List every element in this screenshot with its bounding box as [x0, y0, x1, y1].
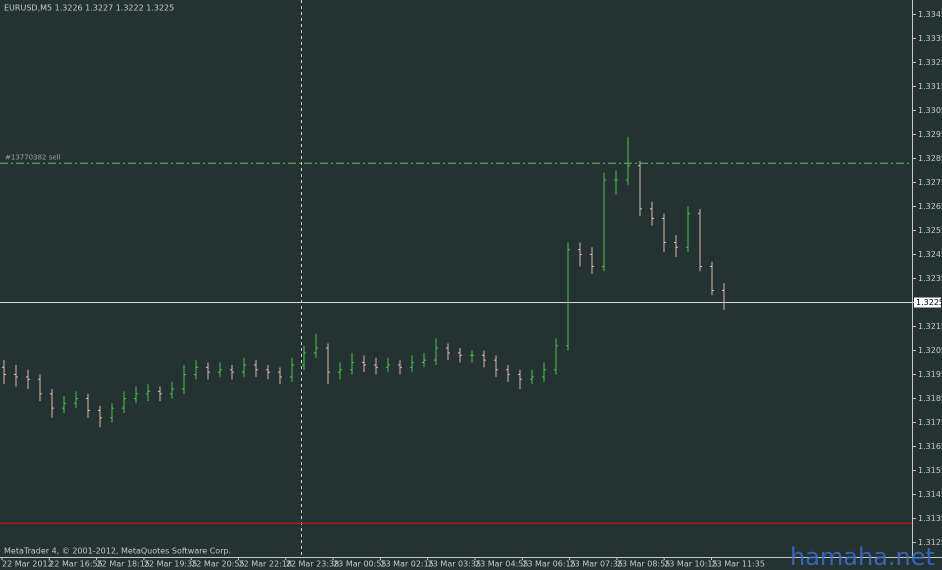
y-tick-label: 1.3235	[918, 274, 942, 283]
x-tick-label: 23 Mar 11:35	[712, 560, 765, 569]
y-tick-label: 1.3165	[918, 442, 942, 451]
x-tick-label: 23 Mar 06:15	[522, 560, 575, 569]
copyright: MetaTrader 4, © 2001-2012, MetaQuotes So…	[4, 547, 231, 556]
y-tick-label: 1.3255	[918, 226, 942, 235]
x-tick-label: 23 Mar 00:55	[333, 560, 386, 569]
y-tick-label: 1.3325	[918, 58, 942, 67]
y-tick-label: 1.3245	[918, 250, 942, 259]
y-tick-label: 1.3195	[918, 370, 942, 379]
x-tick-label: 22 Mar 20:55	[191, 560, 244, 569]
y-tick-label: 1.3175	[918, 418, 942, 427]
x-tick-label: 22 Mar 22:18	[239, 560, 292, 569]
current-price-box	[914, 297, 941, 308]
y-tick-label: 1.3135	[918, 514, 942, 523]
y-tick-label: 1.3335	[918, 34, 942, 43]
x-tick-label: 23 Mar 04:55	[475, 560, 528, 569]
y-tick-label: 1.3285	[918, 154, 942, 163]
x-tick-label: 23 Mar 03:35	[428, 560, 481, 569]
y-tick-label: 1.3345	[918, 10, 942, 19]
y-tick-label: 1.3125	[918, 538, 942, 547]
x-tick-label: 22 Mar 18:15	[97, 560, 150, 569]
x-tick-label: 23 Mar 08:55	[617, 560, 670, 569]
chart-title: EURUSD,M5 1.3226 1.3227 1.3222 1.3225	[4, 4, 174, 13]
x-tick-label: 23 Mar 02:15	[380, 560, 433, 569]
y-tick-label: 1.3295	[918, 130, 942, 139]
y-tick-label: 1.3315	[918, 82, 942, 91]
y-tick-label: 1.3215	[918, 322, 942, 331]
x-tick-label: 22 Mar 2012	[2, 560, 53, 569]
y-tick-label: 1.3205	[918, 346, 942, 355]
x-tick-label: 22 Mar 16:55	[49, 560, 102, 569]
x-tick-label: 23 Mar 07:35	[570, 560, 623, 569]
y-tick-label: 1.3145	[918, 490, 942, 499]
x-tick-label: 22 Mar 23:38	[286, 560, 339, 569]
y-tick-label: 1.3155	[918, 466, 942, 475]
watermark: hamaha.net	[790, 543, 935, 570]
y-tick-label: 1.3265	[918, 202, 942, 211]
order-label: #13770382 sell	[5, 153, 61, 161]
x-tick-label: 23 Mar 10:15	[664, 560, 717, 569]
y-tick-label: 1.3275	[918, 178, 942, 187]
y-tick-label: 1.3305	[918, 106, 942, 115]
y-tick-label: 1.3185	[918, 394, 942, 403]
current-price-label: 1.3225	[916, 298, 942, 307]
x-tick-label: 22 Mar 19:35	[144, 560, 197, 569]
